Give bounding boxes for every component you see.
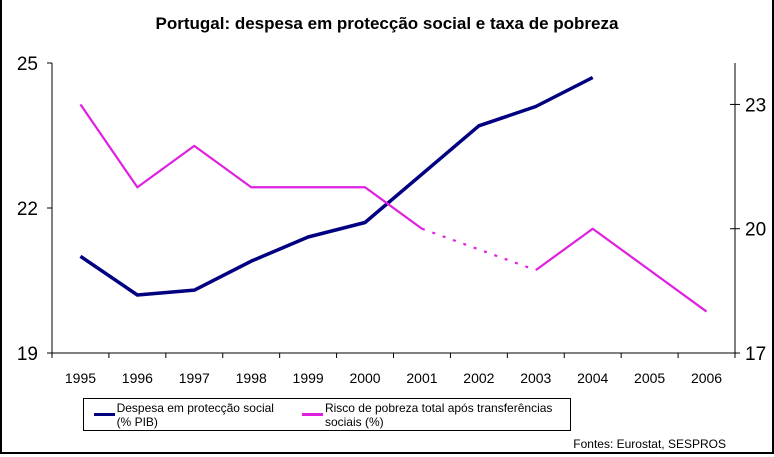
y-right-tick-label: 23 [745, 95, 766, 116]
x-tick-label: 1997 [179, 370, 210, 386]
y-right-tick-label: 20 [745, 220, 766, 241]
plot-area: 1995 1996 1997 1998 1999 2000 2001 2002 2003 2004… [17, 54, 766, 386]
series-line-0 [79, 75, 594, 297]
source-note: Fontes: Eurostat, SESPROS [573, 437, 726, 451]
x-tick-label: 1995 [65, 370, 96, 386]
legend-swatch-pobreza [302, 413, 323, 416]
x-tick-label: 2005 [634, 370, 665, 386]
x-tick-label: 2001 [406, 370, 437, 386]
x-tick-label: 2004 [577, 370, 608, 386]
y-left-tick-label: 25 [17, 54, 38, 75]
y-left-tick-label: 22 [17, 199, 38, 220]
legend-label-pobreza: Risco de pobreza total após transferênci… [324, 400, 553, 429]
series-line-1 [79, 103, 423, 230]
x-tick-label: 2000 [349, 370, 380, 386]
x-tick-label: 1996 [122, 370, 153, 386]
legend: Despesa em protecção social (% PIB) Risc… [83, 398, 571, 431]
x-tick-label: 1998 [236, 370, 267, 386]
legend-swatch-despesa [94, 413, 115, 416]
y-right-tick-label: 17 [745, 344, 766, 365]
y-left-tick-label: 19 [17, 344, 38, 365]
legend-item-despesa: Despesa em protecção social (% PIB) [94, 401, 276, 429]
legend-item-pobreza: Risco de pobreza total após transferênci… [302, 401, 554, 429]
x-tick-label: 1999 [293, 370, 324, 386]
series-gap-dashed-1 [421, 227, 537, 272]
chart-title: Portugal: despesa em protecção social e … [155, 14, 619, 33]
x-tick-label: 2006 [691, 370, 722, 386]
x-tick-label: 2003 [520, 370, 551, 386]
legend-label-despesa: Despesa em protecção social (% PIB) [116, 400, 274, 429]
x-tick-label: 2002 [463, 370, 494, 386]
series-line-1 [535, 227, 708, 313]
